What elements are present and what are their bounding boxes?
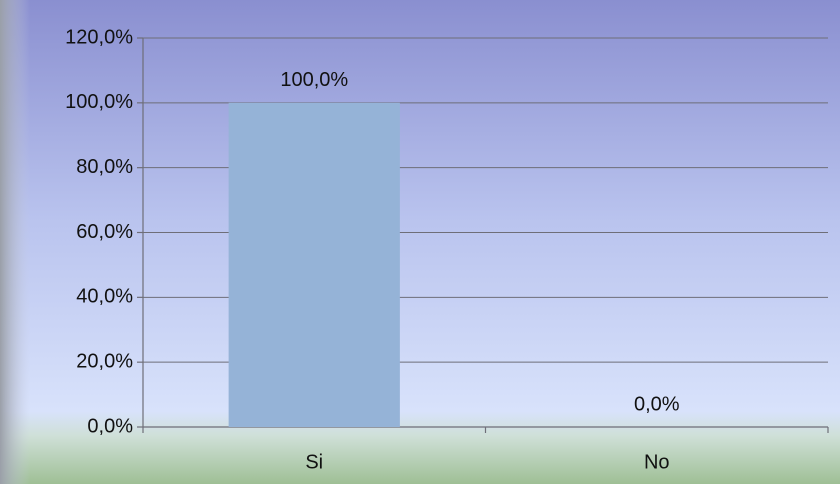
y-tick-label: 20,0% xyxy=(76,350,133,372)
y-tick-label: 100,0% xyxy=(65,91,133,113)
y-tick-label: 0,0% xyxy=(87,415,133,437)
value-label: 0,0% xyxy=(634,393,680,415)
x-tick-label: No xyxy=(644,451,670,473)
y-tick-label: 80,0% xyxy=(76,156,133,178)
bar xyxy=(228,102,400,427)
y-tick-label: 120,0% xyxy=(65,26,133,48)
y-tick-label: 60,0% xyxy=(76,221,133,243)
value-label: 100,0% xyxy=(280,69,348,91)
background-edge xyxy=(0,0,30,484)
y-tick-label: 40,0% xyxy=(76,286,133,308)
x-tick-label: Si xyxy=(305,451,323,473)
